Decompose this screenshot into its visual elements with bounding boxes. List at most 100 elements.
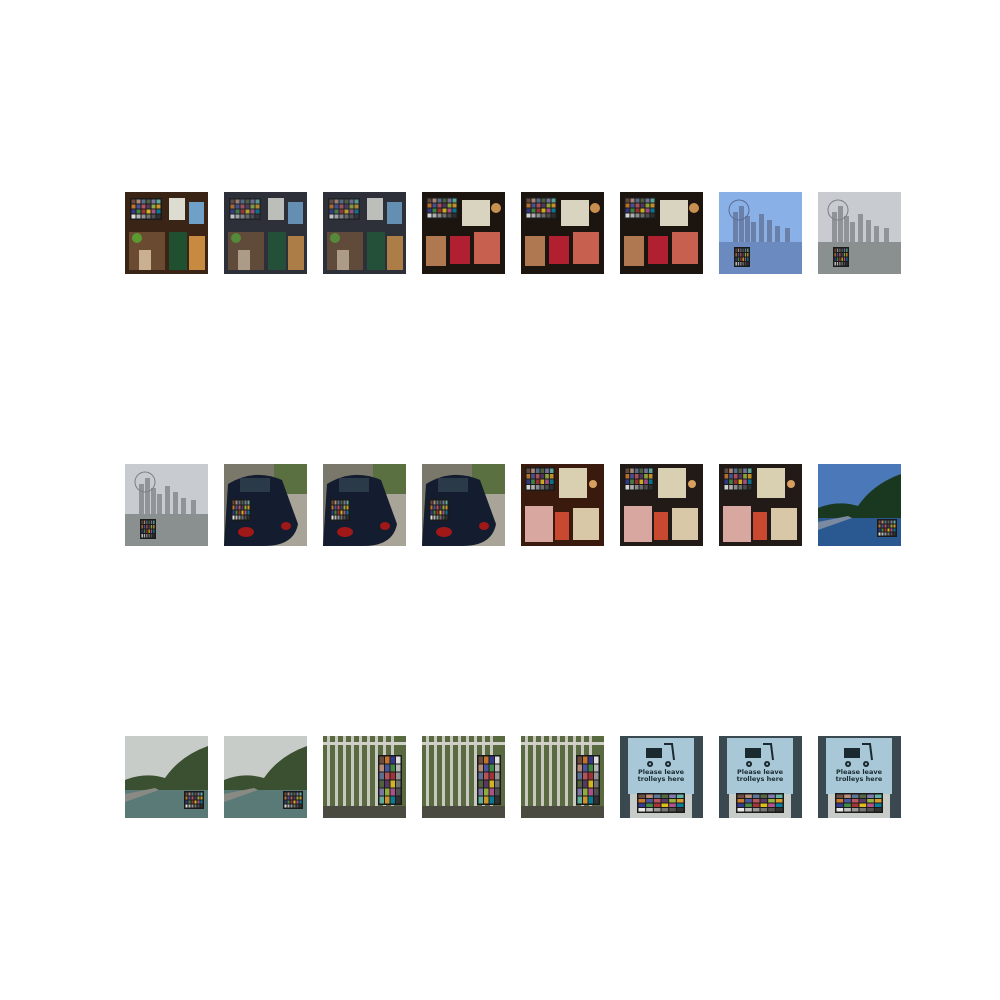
checker-patch	[131, 209, 136, 214]
checker-patch	[740, 248, 742, 252]
bar	[359, 736, 362, 818]
taillight	[380, 522, 390, 530]
checker-patch	[634, 468, 639, 473]
checker-patch	[284, 792, 287, 796]
tower	[775, 226, 780, 242]
crayons	[753, 512, 767, 540]
checker-patch	[447, 203, 452, 208]
checker-patch	[851, 794, 859, 798]
checker-patch	[884, 520, 887, 524]
checker-patch	[638, 808, 646, 812]
checker-patch	[841, 257, 843, 261]
checker-patch	[439, 510, 442, 515]
thumbnail	[224, 464, 307, 546]
checker-patch	[296, 796, 299, 800]
checker-patch	[293, 800, 296, 804]
checker-patch	[760, 808, 768, 812]
checker-patch	[489, 796, 494, 804]
checker-patch	[250, 209, 255, 214]
checker-patch	[337, 500, 340, 505]
checker-patch	[141, 214, 146, 219]
checker-patch	[747, 468, 752, 473]
checker-patch	[836, 262, 839, 266]
checker-patch	[136, 199, 141, 204]
book	[288, 236, 304, 270]
checker-patch	[648, 479, 653, 484]
book	[169, 232, 187, 270]
checker-patch	[738, 474, 743, 479]
checker-patch	[669, 794, 676, 798]
checker-patch	[197, 800, 200, 804]
flower	[491, 203, 501, 213]
checker-patch	[489, 788, 494, 796]
sign-board	[727, 738, 793, 794]
sign-text: trolleys here	[737, 775, 784, 783]
checker-patch	[646, 794, 653, 798]
checker-patch	[290, 792, 293, 796]
checker-patch	[396, 796, 401, 804]
checker-patch	[676, 803, 684, 807]
card	[573, 508, 599, 540]
checker-patch	[645, 198, 650, 203]
checker-patch	[484, 796, 489, 804]
checker-patch	[577, 764, 582, 772]
checker-patch	[136, 209, 141, 214]
checker-patch	[255, 209, 260, 214]
thumbnail	[224, 192, 307, 274]
checker-patch	[745, 808, 752, 812]
checker-patch	[396, 772, 401, 780]
checker-patch	[296, 804, 299, 808]
checker-patch	[232, 515, 235, 520]
checker-patch	[859, 803, 867, 807]
checker-patch	[235, 204, 240, 209]
checker-patch	[588, 788, 593, 796]
checker-patch	[625, 479, 630, 484]
checker-patch	[549, 474, 554, 479]
checker-patch	[238, 500, 241, 505]
thumbnail	[818, 192, 901, 274]
checker-patch	[545, 485, 549, 490]
checker-patch	[445, 515, 448, 520]
trees	[125, 746, 208, 792]
bar	[367, 736, 370, 818]
checker-patch	[197, 796, 200, 800]
checker-patch	[583, 764, 588, 772]
checker-patch	[495, 788, 500, 796]
tower	[739, 206, 744, 242]
checker-patch	[745, 794, 752, 798]
checker-patch	[339, 199, 344, 204]
crayons	[654, 512, 668, 540]
checker-patch	[343, 505, 346, 510]
thumbnail	[818, 464, 901, 546]
checker-patch	[874, 808, 882, 812]
checker-patch	[151, 214, 156, 219]
toy	[330, 233, 340, 243]
checker-patch	[200, 804, 203, 808]
checker-patch	[379, 772, 384, 780]
trees	[224, 746, 307, 792]
checker-patch	[146, 214, 151, 219]
checker-patch	[191, 792, 194, 796]
checker-patch	[396, 788, 401, 796]
checker-patch	[630, 208, 635, 213]
checker-patch	[634, 479, 639, 484]
checker-patch	[729, 474, 733, 479]
checker-patch	[744, 253, 747, 257]
checker-patch	[588, 772, 593, 780]
card	[426, 236, 446, 266]
checker-patch	[385, 764, 390, 772]
checker-patch	[489, 772, 494, 780]
checker-patch	[644, 479, 648, 484]
checker-patch	[577, 772, 582, 780]
checker-patch	[653, 803, 661, 807]
checker-patch	[648, 474, 653, 479]
checker-patch	[439, 515, 442, 520]
checker-patch	[890, 524, 893, 528]
checker-patch	[526, 468, 531, 473]
checker-patch	[737, 799, 745, 803]
checker-patch	[546, 203, 551, 208]
checker-patch	[255, 214, 260, 219]
checker-patch	[648, 468, 653, 473]
checker-patch	[452, 203, 457, 208]
